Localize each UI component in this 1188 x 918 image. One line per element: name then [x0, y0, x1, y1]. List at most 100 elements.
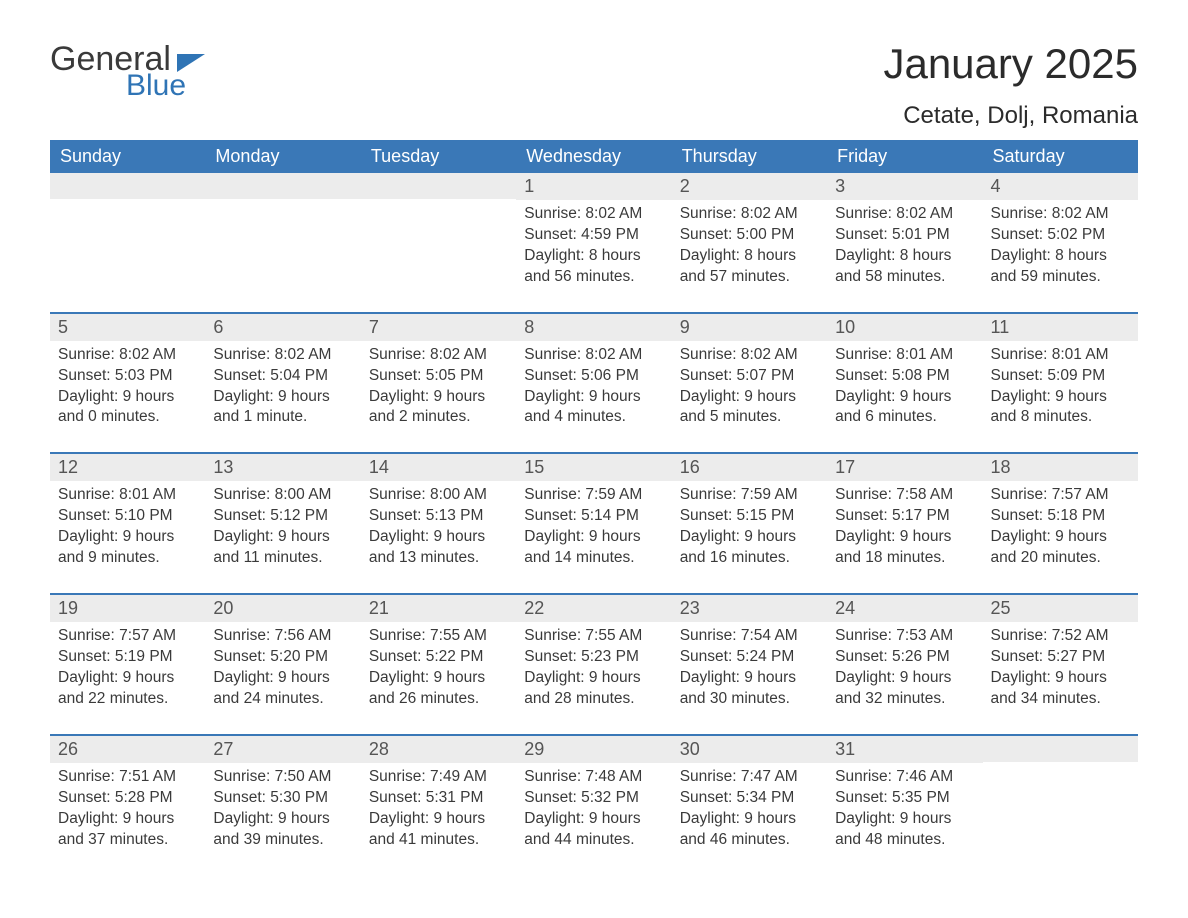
- sunrise-text: Sunrise: 7:47 AM: [680, 767, 819, 788]
- daylight-line1: Daylight: 8 hours: [835, 246, 974, 267]
- day-body: Sunrise: 7:59 AMSunset: 5:14 PMDaylight:…: [516, 481, 671, 575]
- sunset-text: Sunset: 5:18 PM: [991, 506, 1130, 527]
- day-number: 6: [205, 314, 360, 341]
- daylight-line2: and 0 minutes.: [58, 407, 197, 428]
- day-body: Sunrise: 8:00 AMSunset: 5:13 PMDaylight:…: [361, 481, 516, 575]
- weekday-header: Sunday: [50, 140, 205, 173]
- day-cell: 6 Sunrise: 8:02 AMSunset: 5:04 PMDaylight…: [205, 314, 360, 435]
- sunrise-text: Sunrise: 7:52 AM: [991, 626, 1130, 647]
- daylight-line1: Daylight: 9 hours: [58, 527, 197, 548]
- day-number: 18: [983, 454, 1138, 481]
- weekday-header: Monday: [205, 140, 360, 173]
- daylight-line2: and 59 minutes.: [991, 267, 1130, 288]
- day-number: 10: [827, 314, 982, 341]
- day-cell: 23Sunrise: 7:54 AMSunset: 5:24 PMDayligh…: [672, 595, 827, 716]
- day-body: Sunrise: 8:01 AMSunset: 5:08 PMDaylight:…: [827, 341, 982, 435]
- day-cell: 26Sunrise: 7:51 AMSunset: 5:28 PMDayligh…: [50, 736, 205, 857]
- sunset-text: Sunset: 5:31 PM: [369, 788, 508, 809]
- day-number: 5: [50, 314, 205, 341]
- day-body: Sunrise: 8:02 AMSunset: 5:02 PMDaylight:…: [983, 200, 1138, 294]
- day-cell: 2Sunrise: 8:02 AMSunset: 5:00 PMDaylight…: [672, 173, 827, 294]
- day-number: 13: [205, 454, 360, 481]
- day-number: 11: [983, 314, 1138, 341]
- day-cell: 16Sunrise: 7:59 AMSunset: 5:15 PMDayligh…: [672, 454, 827, 575]
- day-body: [983, 762, 1138, 822]
- daylight-line2: and 16 minutes.: [680, 548, 819, 569]
- day-number: 25: [983, 595, 1138, 622]
- daylight-line1: Daylight: 9 hours: [369, 809, 508, 830]
- day-cell: 13Sunrise: 8:00 AMSunset: 5:12 PMDayligh…: [205, 454, 360, 575]
- daylight-line1: Daylight: 8 hours: [991, 246, 1130, 267]
- day-body: Sunrise: 7:54 AMSunset: 5:24 PMDaylight:…: [672, 622, 827, 716]
- sunrise-text: Sunrise: 8:02 AM: [680, 345, 819, 366]
- sunset-text: Sunset: 5:27 PM: [991, 647, 1130, 668]
- day-number: 15: [516, 454, 671, 481]
- daylight-line1: Daylight: 8 hours: [680, 246, 819, 267]
- daylight-line1: Daylight: 9 hours: [58, 668, 197, 689]
- sunset-text: Sunset: 5:04 PM: [213, 366, 352, 387]
- daylight-line2: and 44 minutes.: [524, 830, 663, 851]
- daylight-line1: Daylight: 9 hours: [213, 668, 352, 689]
- daylight-line2: and 2 minutes.: [369, 407, 508, 428]
- day-body: Sunrise: 7:50 AMSunset: 5:30 PMDaylight:…: [205, 763, 360, 857]
- sunrise-text: Sunrise: 7:57 AM: [991, 485, 1130, 506]
- sunset-text: Sunset: 5:28 PM: [58, 788, 197, 809]
- day-cell: [361, 173, 516, 294]
- sunrise-text: Sunrise: 7:51 AM: [58, 767, 197, 788]
- daylight-line1: Daylight: 9 hours: [991, 668, 1130, 689]
- daylight-line2: and 1 minute.: [213, 407, 352, 428]
- day-body: Sunrise: 7:56 AMSunset: 5:20 PMDaylight:…: [205, 622, 360, 716]
- day-cell: 15Sunrise: 7:59 AMSunset: 5:14 PMDayligh…: [516, 454, 671, 575]
- daylight-line2: and 34 minutes.: [991, 689, 1130, 710]
- daylight-line1: Daylight: 9 hours: [369, 668, 508, 689]
- daylight-line2: and 8 minutes.: [991, 407, 1130, 428]
- daylight-line1: Daylight: 9 hours: [213, 387, 352, 408]
- sunset-text: Sunset: 5:20 PM: [213, 647, 352, 668]
- sunset-text: Sunset: 4:59 PM: [524, 225, 663, 246]
- daylight-line1: Daylight: 9 hours: [524, 668, 663, 689]
- sunrise-text: Sunrise: 7:55 AM: [369, 626, 508, 647]
- day-number: 1: [516, 173, 671, 200]
- day-body: Sunrise: 7:52 AMSunset: 5:27 PMDaylight:…: [983, 622, 1138, 716]
- sunrise-text: Sunrise: 8:02 AM: [213, 345, 352, 366]
- daylight-line2: and 24 minutes.: [213, 689, 352, 710]
- daylight-line1: Daylight: 9 hours: [58, 809, 197, 830]
- weekday-header: Tuesday: [361, 140, 516, 173]
- day-number: 3: [827, 173, 982, 200]
- day-cell: 7Sunrise: 8:02 AMSunset: 5:05 PMDaylight…: [361, 314, 516, 435]
- sunset-text: Sunset: 5:23 PM: [524, 647, 663, 668]
- sunrise-text: Sunrise: 8:02 AM: [991, 204, 1130, 225]
- daylight-line2: and 4 minutes.: [524, 407, 663, 428]
- day-cell: [205, 173, 360, 294]
- sunset-text: Sunset: 5:22 PM: [369, 647, 508, 668]
- daylight-line2: and 22 minutes.: [58, 689, 197, 710]
- day-number: 20: [205, 595, 360, 622]
- day-body: Sunrise: 7:49 AMSunset: 5:31 PMDaylight:…: [361, 763, 516, 857]
- sunrise-text: Sunrise: 7:55 AM: [524, 626, 663, 647]
- week-row: 19Sunrise: 7:57 AMSunset: 5:19 PMDayligh…: [50, 593, 1138, 716]
- daylight-line1: Daylight: 9 hours: [991, 387, 1130, 408]
- day-number: 31: [827, 736, 982, 763]
- day-number: 12: [50, 454, 205, 481]
- daylight-line1: Daylight: 9 hours: [835, 668, 974, 689]
- sunset-text: Sunset: 5:19 PM: [58, 647, 197, 668]
- day-body: Sunrise: 7:59 AMSunset: 5:15 PMDaylight:…: [672, 481, 827, 575]
- day-number: 4: [983, 173, 1138, 200]
- sunset-text: Sunset: 5:14 PM: [524, 506, 663, 527]
- sunset-text: Sunset: 5:10 PM: [58, 506, 197, 527]
- day-body: Sunrise: 7:57 AMSunset: 5:18 PMDaylight:…: [983, 481, 1138, 575]
- location-text: Cetate, Dolj, Romania: [883, 102, 1138, 130]
- sunset-text: Sunset: 5:35 PM: [835, 788, 974, 809]
- weekday-header-row: Sunday Monday Tuesday Wednesday Thursday…: [50, 140, 1138, 173]
- daylight-line1: Daylight: 9 hours: [680, 527, 819, 548]
- day-cell: 11Sunrise: 8:01 AMSunset: 5:09 PMDayligh…: [983, 314, 1138, 435]
- day-number: 24: [827, 595, 982, 622]
- day-cell: 27Sunrise: 7:50 AMSunset: 5:30 PMDayligh…: [205, 736, 360, 857]
- sunset-text: Sunset: 5:26 PM: [835, 647, 974, 668]
- sunrise-text: Sunrise: 7:56 AM: [213, 626, 352, 647]
- sunrise-text: Sunrise: 7:49 AM: [369, 767, 508, 788]
- day-cell: 20Sunrise: 7:56 AMSunset: 5:20 PMDayligh…: [205, 595, 360, 716]
- day-cell: 22Sunrise: 7:55 AMSunset: 5:23 PMDayligh…: [516, 595, 671, 716]
- day-number: 19: [50, 595, 205, 622]
- day-cell: 31Sunrise: 7:46 AMSunset: 5:35 PMDayligh…: [827, 736, 982, 857]
